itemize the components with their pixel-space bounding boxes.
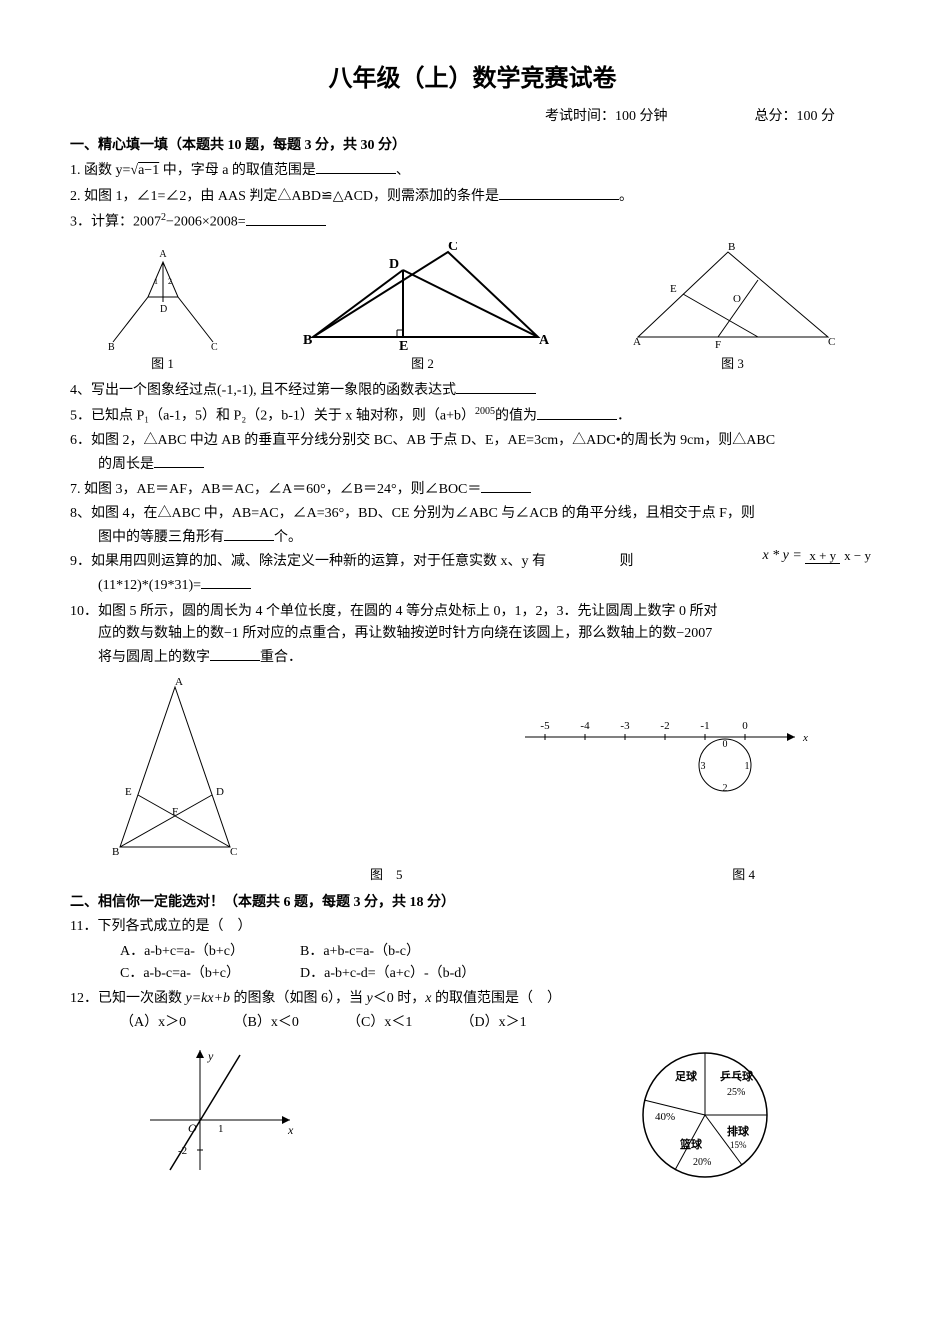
page-title: 八年级（上）数学竞赛试卷 (70, 60, 875, 98)
svg-text:D: D (389, 257, 399, 272)
svg-text:40%: 40% (655, 1111, 675, 1123)
svg-text:-4: -4 (580, 720, 590, 732)
question-9: x * y = x + yx − y 9．如果用四则运算的加、减、除法定义一种新… (70, 551, 875, 597)
question-10: 10．如图 5 所示，圆的周长为 4 个单位长度，在圆的 4 等分点处标上 0，… (70, 601, 875, 669)
svg-text:A: A (159, 249, 167, 260)
question-4: 4、写出一个图象经过点(-1,-1), 且不经过第一象限的函数表达式 (70, 379, 875, 402)
figure-pie: 足球 乒乓球 25% 40% 排球 15% 篮球 20% (615, 1040, 795, 1190)
figure-3: B E O A F C 图 3 (628, 242, 838, 375)
svg-text:0: 0 (742, 720, 748, 732)
bottom-figures: y x O 1 -2 足球 乒乓球 25% 40% 排球 15% 篮球 20% (70, 1040, 875, 1190)
svg-text:C: C (448, 242, 458, 254)
question-1: 1. 函数 y=√a−1 中，字母 a 的取值范围是、 (70, 159, 875, 182)
fig2-svg: C D B E A (293, 242, 553, 352)
figure-1: A 1 2 D B C 图 1 (108, 242, 218, 375)
svg-text:乒乓球: 乒乓球 (720, 1069, 754, 1083)
svg-text:x: x (802, 732, 808, 744)
q11-options: A．a-b+c=a-（b+c）B．a+b-c=a-（b-c） C．a-b-c=a… (70, 941, 875, 986)
svg-text:15%: 15% (730, 1140, 747, 1150)
question-7: 7. 如图 3，AE＝AF，AB＝AC，∠A＝60°，∠B＝24°，则∠BOC＝ (70, 478, 875, 501)
total-label: 总分： (755, 109, 797, 124)
svg-text:-2: -2 (660, 720, 669, 732)
figure-4-triangle: A E D F B C (100, 677, 250, 857)
svg-text:A: A (175, 677, 183, 688)
figure-row-2: A E D F B C -5 -4 -3 -2 -1 0 0 1 2 (70, 677, 875, 857)
svg-text:E: E (125, 786, 132, 798)
figure-2: C D B E A 图 2 (293, 242, 553, 375)
svg-text:0: 0 (723, 739, 728, 750)
svg-text:y: y (207, 1049, 214, 1063)
svg-text:A: A (539, 333, 550, 348)
exam-time-label: 考试时间： (545, 109, 615, 124)
svg-text:B: B (303, 333, 312, 348)
question-12: 12．已知一次函数 y=kx+b 的图象（如图 6），当 y＜0 时，x 的取值… (70, 988, 875, 1010)
figure-6-graph: y x O 1 -2 (130, 1040, 300, 1180)
svg-text:20%: 20% (693, 1157, 711, 1168)
question-2: 2. 如图 1，∠1=∠2，由 AAS 判定△ABD≌△ACD，则需添加的条件是… (70, 185, 875, 208)
svg-text:-2: -2 (178, 1145, 187, 1157)
section-1-header: 一、精心填一填（本题共 10 题，每题 3 分，共 30 分） (70, 135, 875, 157)
svg-text:B: B (728, 242, 735, 253)
q9-formula: x * y = x + yx − y (762, 545, 875, 567)
svg-text:排球: 排球 (727, 1124, 750, 1138)
question-3: 3．计算：20072−2006×2008= (70, 210, 875, 234)
exam-meta: 考试时间：100 分钟 总分：100 分 (70, 106, 875, 128)
svg-text:-3: -3 (620, 720, 630, 732)
section-2-header: 二、相信你一定能选对！（本题共 6 题，每题 3 分，共 18 分） (70, 892, 875, 914)
svg-text:A: A (633, 336, 641, 348)
svg-text:E: E (670, 283, 677, 295)
svg-text:C: C (211, 342, 218, 352)
svg-text:F: F (172, 806, 178, 818)
svg-text:F: F (715, 339, 721, 351)
svg-text:B: B (112, 846, 119, 857)
fig1-svg: A 1 2 D B C (108, 242, 218, 352)
svg-text:2: 2 (723, 783, 728, 794)
svg-text:C: C (230, 846, 237, 857)
svg-text:1: 1 (218, 1123, 224, 1135)
exam-time-value: 100 分钟 (615, 109, 668, 124)
svg-text:x: x (287, 1123, 294, 1137)
svg-text:B: B (108, 342, 115, 352)
question-5: 5．已知点 P₁（a-1，5）和 P₂（2，b-1）关于 x 轴对称，则（a+b… (70, 404, 875, 428)
svg-text:D: D (216, 786, 224, 798)
svg-text:足球: 足球 (675, 1069, 698, 1083)
figure-row-1: A 1 2 D B C 图 1 C D B E A 图 2 B (70, 242, 875, 375)
svg-text:-1: -1 (700, 720, 709, 732)
svg-text:3: 3 (701, 761, 706, 772)
svg-text:E: E (399, 339, 408, 352)
svg-text:C: C (828, 336, 835, 348)
svg-text:D: D (160, 304, 167, 315)
total-value: 100 分 (797, 109, 836, 124)
svg-text:O: O (188, 1121, 197, 1135)
svg-text:1: 1 (745, 761, 750, 772)
question-6: 6．如图 2，△ABC 中边 AB 的垂直平分线分别交 BC、AB 于点 D、E… (70, 430, 875, 476)
question-11: 11．下列各式成立的是（ ） (70, 916, 875, 938)
svg-text:O: O (733, 293, 741, 305)
q12-options: （A）x＞0 （B）x＜0 （C）x＜1 （D）x＞1 (70, 1012, 875, 1034)
svg-text:2: 2 (168, 277, 172, 286)
fig3-svg: B E O A F C (628, 242, 838, 352)
svg-text:1: 1 (154, 277, 158, 286)
figure-5-numberline: -5 -4 -3 -2 -1 0 0 1 2 3 x (515, 707, 815, 817)
svg-text:篮球: 篮球 (679, 1137, 703, 1151)
fig-caption-row-2: 图 5 图 4 (70, 865, 875, 886)
svg-text:-5: -5 (540, 720, 550, 732)
svg-text:25%: 25% (727, 1087, 745, 1098)
question-8: 8、如图 4，在△ABC 中，AB=AC，∠A=36°，BD、CE 分别为∠AB… (70, 503, 875, 549)
